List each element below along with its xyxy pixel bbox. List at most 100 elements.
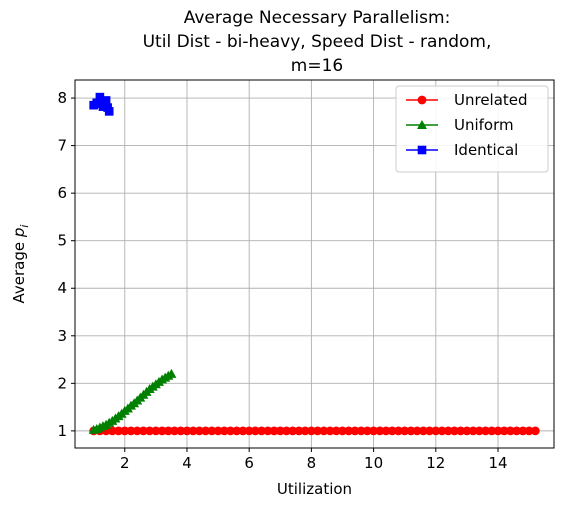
data-point <box>450 426 459 436</box>
data-point <box>101 96 111 105</box>
data-point <box>474 426 484 436</box>
y-tick-label: 4 <box>57 279 67 297</box>
legend-label: Identical <box>454 141 518 159</box>
data-point <box>157 426 167 436</box>
data-point <box>387 426 397 436</box>
data-point <box>437 426 447 436</box>
data-point <box>195 426 204 436</box>
y-tick-label: 3 <box>57 327 67 345</box>
data-point <box>166 368 177 378</box>
data-point <box>213 426 223 436</box>
data-point <box>188 426 198 436</box>
data-point <box>493 426 503 436</box>
data-point <box>275 426 285 436</box>
data-point <box>257 426 267 436</box>
series-uniform <box>88 368 177 434</box>
data-point <box>356 426 366 436</box>
data-point <box>362 426 372 436</box>
chart-title-line-1: Average Necessary Parallelism: <box>184 8 451 28</box>
data-point <box>313 426 323 436</box>
data-point <box>431 426 441 436</box>
data-point <box>163 426 173 436</box>
y-axis-label-sub: i <box>18 225 31 228</box>
data-point <box>369 426 378 436</box>
legend-item: Unrelated <box>406 91 528 109</box>
data-point <box>400 426 410 436</box>
x-tick-label: 2 <box>120 454 130 472</box>
legend-marker <box>417 95 427 105</box>
y-tick-label: 5 <box>57 232 67 250</box>
y-tick-label: 2 <box>57 374 67 392</box>
legend-label: Uniform <box>454 116 514 134</box>
y-tick-label: 8 <box>57 89 67 107</box>
y-tick-label: 1 <box>57 422 67 440</box>
data-point <box>381 426 391 436</box>
x-axis-label: Utilization <box>277 480 352 498</box>
data-point <box>350 426 360 436</box>
data-point <box>104 107 114 116</box>
data-point <box>95 92 105 102</box>
y-axis-label: Average pi <box>10 225 31 304</box>
data-point <box>139 426 148 436</box>
legend-item: Identical <box>406 141 518 159</box>
legend: Unrelated Uniform Identical <box>395 85 549 173</box>
plot-frame <box>74 79 555 449</box>
data-point <box>425 426 434 436</box>
chart-title-line-2: Util Dist - bi-heavy, Speed Dist - rando… <box>143 32 492 52</box>
data-point <box>201 426 211 436</box>
data-point <box>319 426 329 436</box>
data-point <box>300 426 310 436</box>
data-point <box>288 426 298 436</box>
data-point <box>251 426 260 436</box>
data-point <box>282 426 291 436</box>
data-point <box>232 426 242 436</box>
x-tick-label: 6 <box>244 454 254 472</box>
y-tick-label: 7 <box>57 137 67 155</box>
data-point <box>151 426 161 436</box>
legend-item: Uniform <box>406 116 514 134</box>
data-point <box>462 426 472 436</box>
x-tick-label: 12 <box>426 454 445 472</box>
data-point <box>394 426 403 436</box>
x-tick-label: 14 <box>488 454 507 472</box>
y-tick-label: 6 <box>57 184 67 202</box>
data-point <box>238 426 248 436</box>
data-point <box>306 426 316 436</box>
data-point <box>375 426 385 436</box>
data-point <box>443 426 453 436</box>
legend-marker <box>417 145 427 155</box>
data-point <box>92 98 102 108</box>
data-point <box>294 426 304 436</box>
data-point <box>456 426 466 436</box>
y-axis-label-var: p <box>10 228 28 239</box>
data-point <box>325 426 335 436</box>
legend-label: Unrelated <box>454 91 528 109</box>
data-point <box>170 426 179 436</box>
data-point <box>512 426 522 436</box>
data-point <box>120 426 130 436</box>
x-tick-label: 4 <box>182 454 192 472</box>
data-point <box>487 426 497 436</box>
series-layer <box>88 92 540 436</box>
y-axis-label-text: Average <box>10 237 28 303</box>
data-point <box>207 426 217 436</box>
data-point <box>468 426 478 436</box>
data-point <box>418 426 428 436</box>
data-point <box>506 426 515 436</box>
data-point <box>114 426 123 436</box>
data-point <box>145 426 155 436</box>
data-point <box>518 426 528 436</box>
x-tick-label: 8 <box>307 454 317 472</box>
data-point <box>244 426 254 436</box>
data-point <box>481 426 490 436</box>
chart-title-line-3: m=16 <box>291 56 343 76</box>
data-point <box>338 426 347 436</box>
series-identical <box>89 92 114 116</box>
data-point <box>132 426 142 436</box>
data-point <box>331 426 341 436</box>
data-point <box>176 426 186 436</box>
data-point <box>126 426 136 436</box>
data-point <box>499 426 509 436</box>
